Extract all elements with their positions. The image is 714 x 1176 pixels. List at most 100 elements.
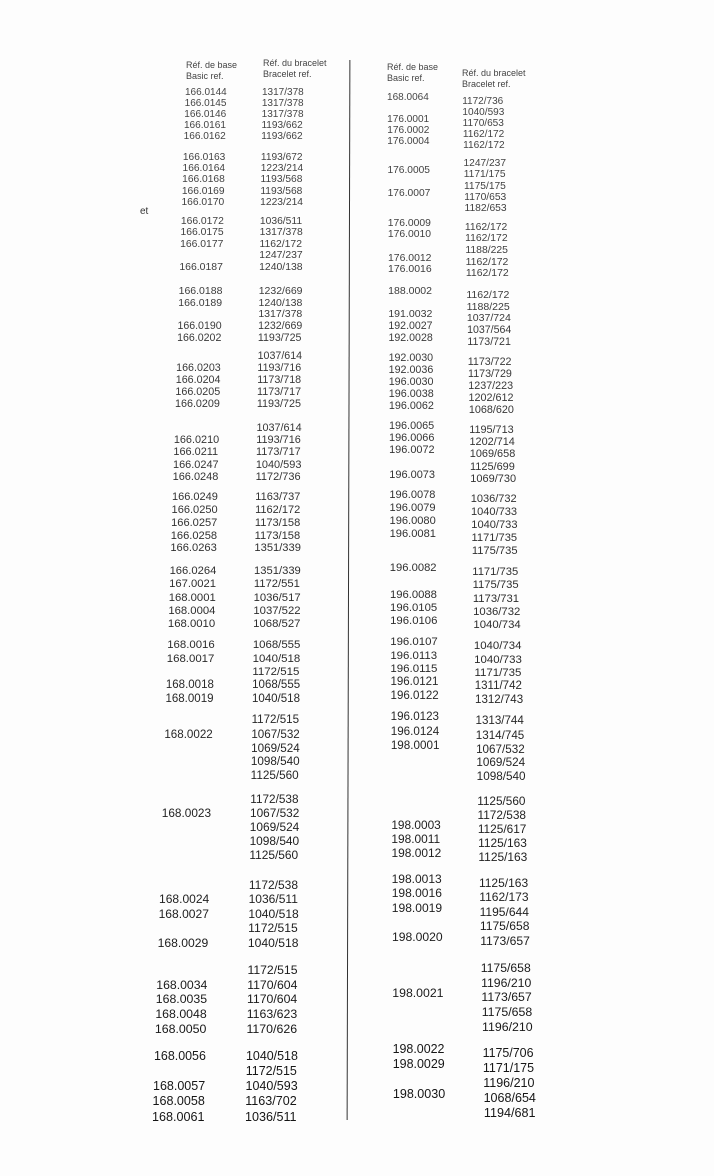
bracelet-ref-cell: 1040/593 [462,107,505,118]
basic-ref-cell: 168.0029 [157,935,209,950]
bracelet-ref-cell: 1067/532 [250,806,300,821]
bracelet-ref-cell: 1171/735 [474,667,522,680]
basic-ref-cell: 166.0169 [181,185,225,197]
bracelet-ref-cell: 1125/560 [250,769,299,783]
basic-ref-cell: 168.0027 [158,906,209,921]
basic-ref-cell: 166.0162 [183,130,226,142]
bracelet-ref-cell: 1196/210 [481,975,532,990]
basic-ref-cell: 168.0019 [165,692,214,705]
bracelet-ref-cell: 1193/716 [257,361,302,374]
bracelet-ref-cell: 1172/736 [255,471,301,484]
header-label-en: Bracelet ref. [263,69,312,79]
basic-ref-cell: 168.0018 [165,679,214,692]
bracelet-ref-cell: 1317/378 [259,227,303,239]
bracelet-ref-cell: 1311/742 [474,680,522,693]
bracelet-ref-cell: 1193/672 [260,151,303,163]
basic-ref-cell: 196.0124 [390,724,440,738]
basic-ref-cell: 168.0024 [159,892,210,907]
basic-ref-cell: 196.0066 [389,432,435,445]
basic-ref-cell: 166.0210 [173,434,220,447]
basic-ref-cell: 176.0016 [388,264,432,276]
basic-ref-cell: 198.0020 [391,929,443,944]
basic-ref-cell: 166.0211 [173,446,219,459]
bracelet-ref-cell: 1068/620 [468,404,514,417]
basic-ref-cell: 196.0123 [390,711,439,724]
bracelet-ref-cell: 1314/745 [475,728,525,742]
bracelet-ref-cell: 1040/518 [248,906,299,921]
bracelet-ref-cell: 1069/730 [470,473,517,486]
basic-ref-cell: 196.0106 [390,614,438,627]
basic-ref-cell: 168.0016 [167,639,215,652]
bracelet-ref-cell: 1172/515 [251,714,300,727]
basic-ref-cell: 166.0145 [184,97,227,109]
bracelet-ref-cell: 1193/662 [261,119,303,131]
bracelet-ref-cell: 1040/733 [471,519,518,531]
basic-ref-cell: 196.0062 [388,400,434,413]
left-header-bracelet-ref: Réf. du bracelet Bracelet ref. [263,58,327,80]
basic-ref-cell: 166.0188 [178,284,223,297]
bracelet-ref-cell: 1037/724 [466,312,511,325]
bracelet-ref-cell: 1040/734 [473,640,522,653]
bracelet-ref-cell: 1040/733 [474,653,522,666]
bracelet-ref-cell: 1170/626 [246,1022,298,1037]
bracelet-ref-cell: 1069/658 [469,448,516,461]
bracelet-ref-cell: 1162/172 [465,256,509,268]
basic-ref-cell: 198.0013 [391,871,442,886]
right-header-bracelet-ref: Réf. du bracelet Bracelet ref. [462,68,526,90]
bracelet-ref-cell: 1232/669 [258,284,303,297]
basic-ref-cell: 196.0030 [388,375,434,388]
bracelet-ref-cell: 1312/743 [475,693,524,706]
bracelet-ref-cell: 1162/172 [462,129,505,141]
bracelet-ref-cell: 1247/237 [259,250,303,262]
bracelet-ref-cell: 1125/163 [478,875,529,890]
bracelet-ref-cell: 1173/721 [467,336,511,349]
bracelet-ref-cell: 1069/524 [249,820,300,835]
basic-ref-cell: 196.0072 [389,444,435,457]
bracelet-ref-cell: 1040/518 [246,1048,298,1063]
bracelet-ref-cell: 1068/527 [253,617,301,630]
bracelet-ref-cell: 1037/522 [253,604,301,617]
bracelet-ref-cell: 1068/555 [252,679,301,692]
bracelet-ref-cell: 1240/138 [259,262,303,274]
basic-ref-cell: 168.0048 [155,1007,207,1022]
bracelet-ref-cell: 1351/339 [254,542,301,555]
bracelet-ref-cell: 1067/532 [476,742,525,756]
basic-ref-cell: 168.0034 [156,977,208,992]
basic-ref-cell: 196.0115 [390,663,438,676]
bracelet-ref-cell: 1036/511 [248,892,298,907]
bracelet-ref-cell: 1162/172 [465,268,509,280]
basic-ref-cell: 166.0168 [182,174,225,186]
bracelet-ref-cell: 1193/716 [256,434,301,447]
bracelet-ref-cell: 1317/378 [261,108,304,120]
header-label-fr: Réf. de base [186,60,238,70]
basic-ref-cell: 196.0107 [390,636,438,649]
basic-ref-cell: 196.0088 [389,588,437,601]
bracelet-ref-cell: 1188/225 [465,244,508,256]
basic-ref-cell: 198.0016 [391,886,442,901]
bracelet-ref-cell: 1069/524 [251,741,300,755]
bracelet-ref-cell: 1188/225 [466,300,510,313]
bracelet-ref-cell: 1170/604 [246,992,298,1007]
bracelet-ref-cell: 1202/612 [468,392,514,405]
header-label-fr: Réf. de base [387,62,439,72]
basic-ref-cell: 176.0010 [387,229,432,241]
bracelet-ref-cell: 1170/653 [462,118,504,130]
right-header-basic-ref: Réf. de base Basic ref. [387,62,438,84]
bracelet-ref-cell: 1040/518 [251,692,300,705]
bracelet-ref-cell: 1173/718 [257,373,302,386]
basic-ref-cell: 192.0027 [388,320,433,333]
basic-ref-cell: 166.0170 [181,196,225,208]
bracelet-ref-cell: 1098/540 [250,755,300,769]
bracelet-ref-cell: 1202/714 [469,436,515,449]
bracelet-ref-cell: 1170/653 [464,191,507,203]
bracelet-ref-cell: 1162/172 [463,140,505,152]
basic-ref-cell: 166.0177 [180,238,224,250]
bracelet-ref-cell: 1313/744 [475,715,524,728]
basic-ref-cell: 167.0021 [169,578,217,591]
basic-ref-cell: 166.0161 [183,119,226,131]
bracelet-ref-cell: 1098/540 [476,770,526,784]
basic-ref-cell: 166.0258 [170,529,218,542]
basic-ref-cell: 196.0122 [390,689,439,702]
basic-ref-cell: 196.0081 [389,527,436,540]
bracelet-ref-cell: 1193/725 [257,332,302,345]
